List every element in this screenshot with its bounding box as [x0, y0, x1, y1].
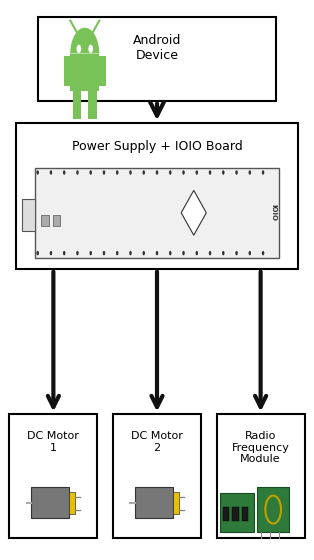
Circle shape: [89, 251, 92, 255]
Text: Android
Device: Android Device: [133, 34, 181, 62]
Circle shape: [63, 170, 65, 175]
Bar: [64, 56, 70, 86]
Circle shape: [50, 170, 52, 175]
Circle shape: [262, 170, 264, 175]
FancyBboxPatch shape: [217, 414, 305, 538]
Bar: [257, 487, 289, 532]
Bar: [31, 487, 69, 518]
Circle shape: [143, 251, 145, 255]
FancyBboxPatch shape: [38, 17, 276, 101]
Bar: [41, 215, 49, 226]
Bar: [53, 215, 60, 226]
Circle shape: [143, 170, 145, 175]
Circle shape: [116, 170, 118, 175]
Circle shape: [36, 170, 39, 175]
Circle shape: [209, 251, 211, 255]
Circle shape: [169, 251, 171, 255]
Circle shape: [50, 251, 52, 255]
Text: IOIO: IOIO: [270, 204, 276, 221]
Circle shape: [182, 251, 185, 255]
Bar: [220, 493, 254, 532]
FancyBboxPatch shape: [16, 123, 298, 269]
Text: Radio
Frequency
Module: Radio Frequency Module: [232, 431, 290, 464]
Circle shape: [235, 251, 238, 255]
Bar: [242, 507, 248, 521]
Circle shape: [222, 251, 225, 255]
FancyBboxPatch shape: [22, 199, 35, 231]
Bar: [173, 492, 179, 514]
FancyBboxPatch shape: [113, 414, 201, 538]
Circle shape: [209, 170, 211, 175]
Circle shape: [235, 170, 238, 175]
Circle shape: [196, 170, 198, 175]
Circle shape: [103, 170, 105, 175]
Circle shape: [129, 251, 132, 255]
Circle shape: [249, 251, 251, 255]
Bar: [88, 90, 97, 119]
Circle shape: [77, 45, 81, 53]
Bar: [73, 90, 82, 119]
Circle shape: [169, 170, 171, 175]
Text: DC Motor
1: DC Motor 1: [27, 431, 79, 453]
Circle shape: [88, 45, 93, 53]
Bar: [99, 56, 106, 86]
Circle shape: [36, 251, 39, 255]
Circle shape: [103, 251, 105, 255]
Circle shape: [182, 170, 185, 175]
Circle shape: [129, 170, 132, 175]
Bar: [232, 507, 239, 521]
Bar: [69, 492, 75, 514]
Circle shape: [63, 251, 65, 255]
Circle shape: [222, 170, 225, 175]
Circle shape: [76, 170, 79, 175]
Circle shape: [89, 170, 92, 175]
FancyBboxPatch shape: [35, 168, 279, 258]
Circle shape: [249, 170, 251, 175]
Circle shape: [156, 170, 158, 175]
Circle shape: [196, 251, 198, 255]
Bar: [70, 54, 99, 91]
Bar: [135, 487, 173, 518]
Bar: [223, 507, 229, 521]
FancyBboxPatch shape: [9, 414, 97, 538]
Polygon shape: [181, 190, 206, 235]
Circle shape: [116, 251, 118, 255]
Text: Power Supply + IOIO Board: Power Supply + IOIO Board: [72, 140, 242, 153]
Circle shape: [76, 251, 79, 255]
Wedge shape: [70, 27, 99, 54]
Circle shape: [156, 251, 158, 255]
Circle shape: [262, 251, 264, 255]
Text: DC Motor
2: DC Motor 2: [131, 431, 183, 453]
